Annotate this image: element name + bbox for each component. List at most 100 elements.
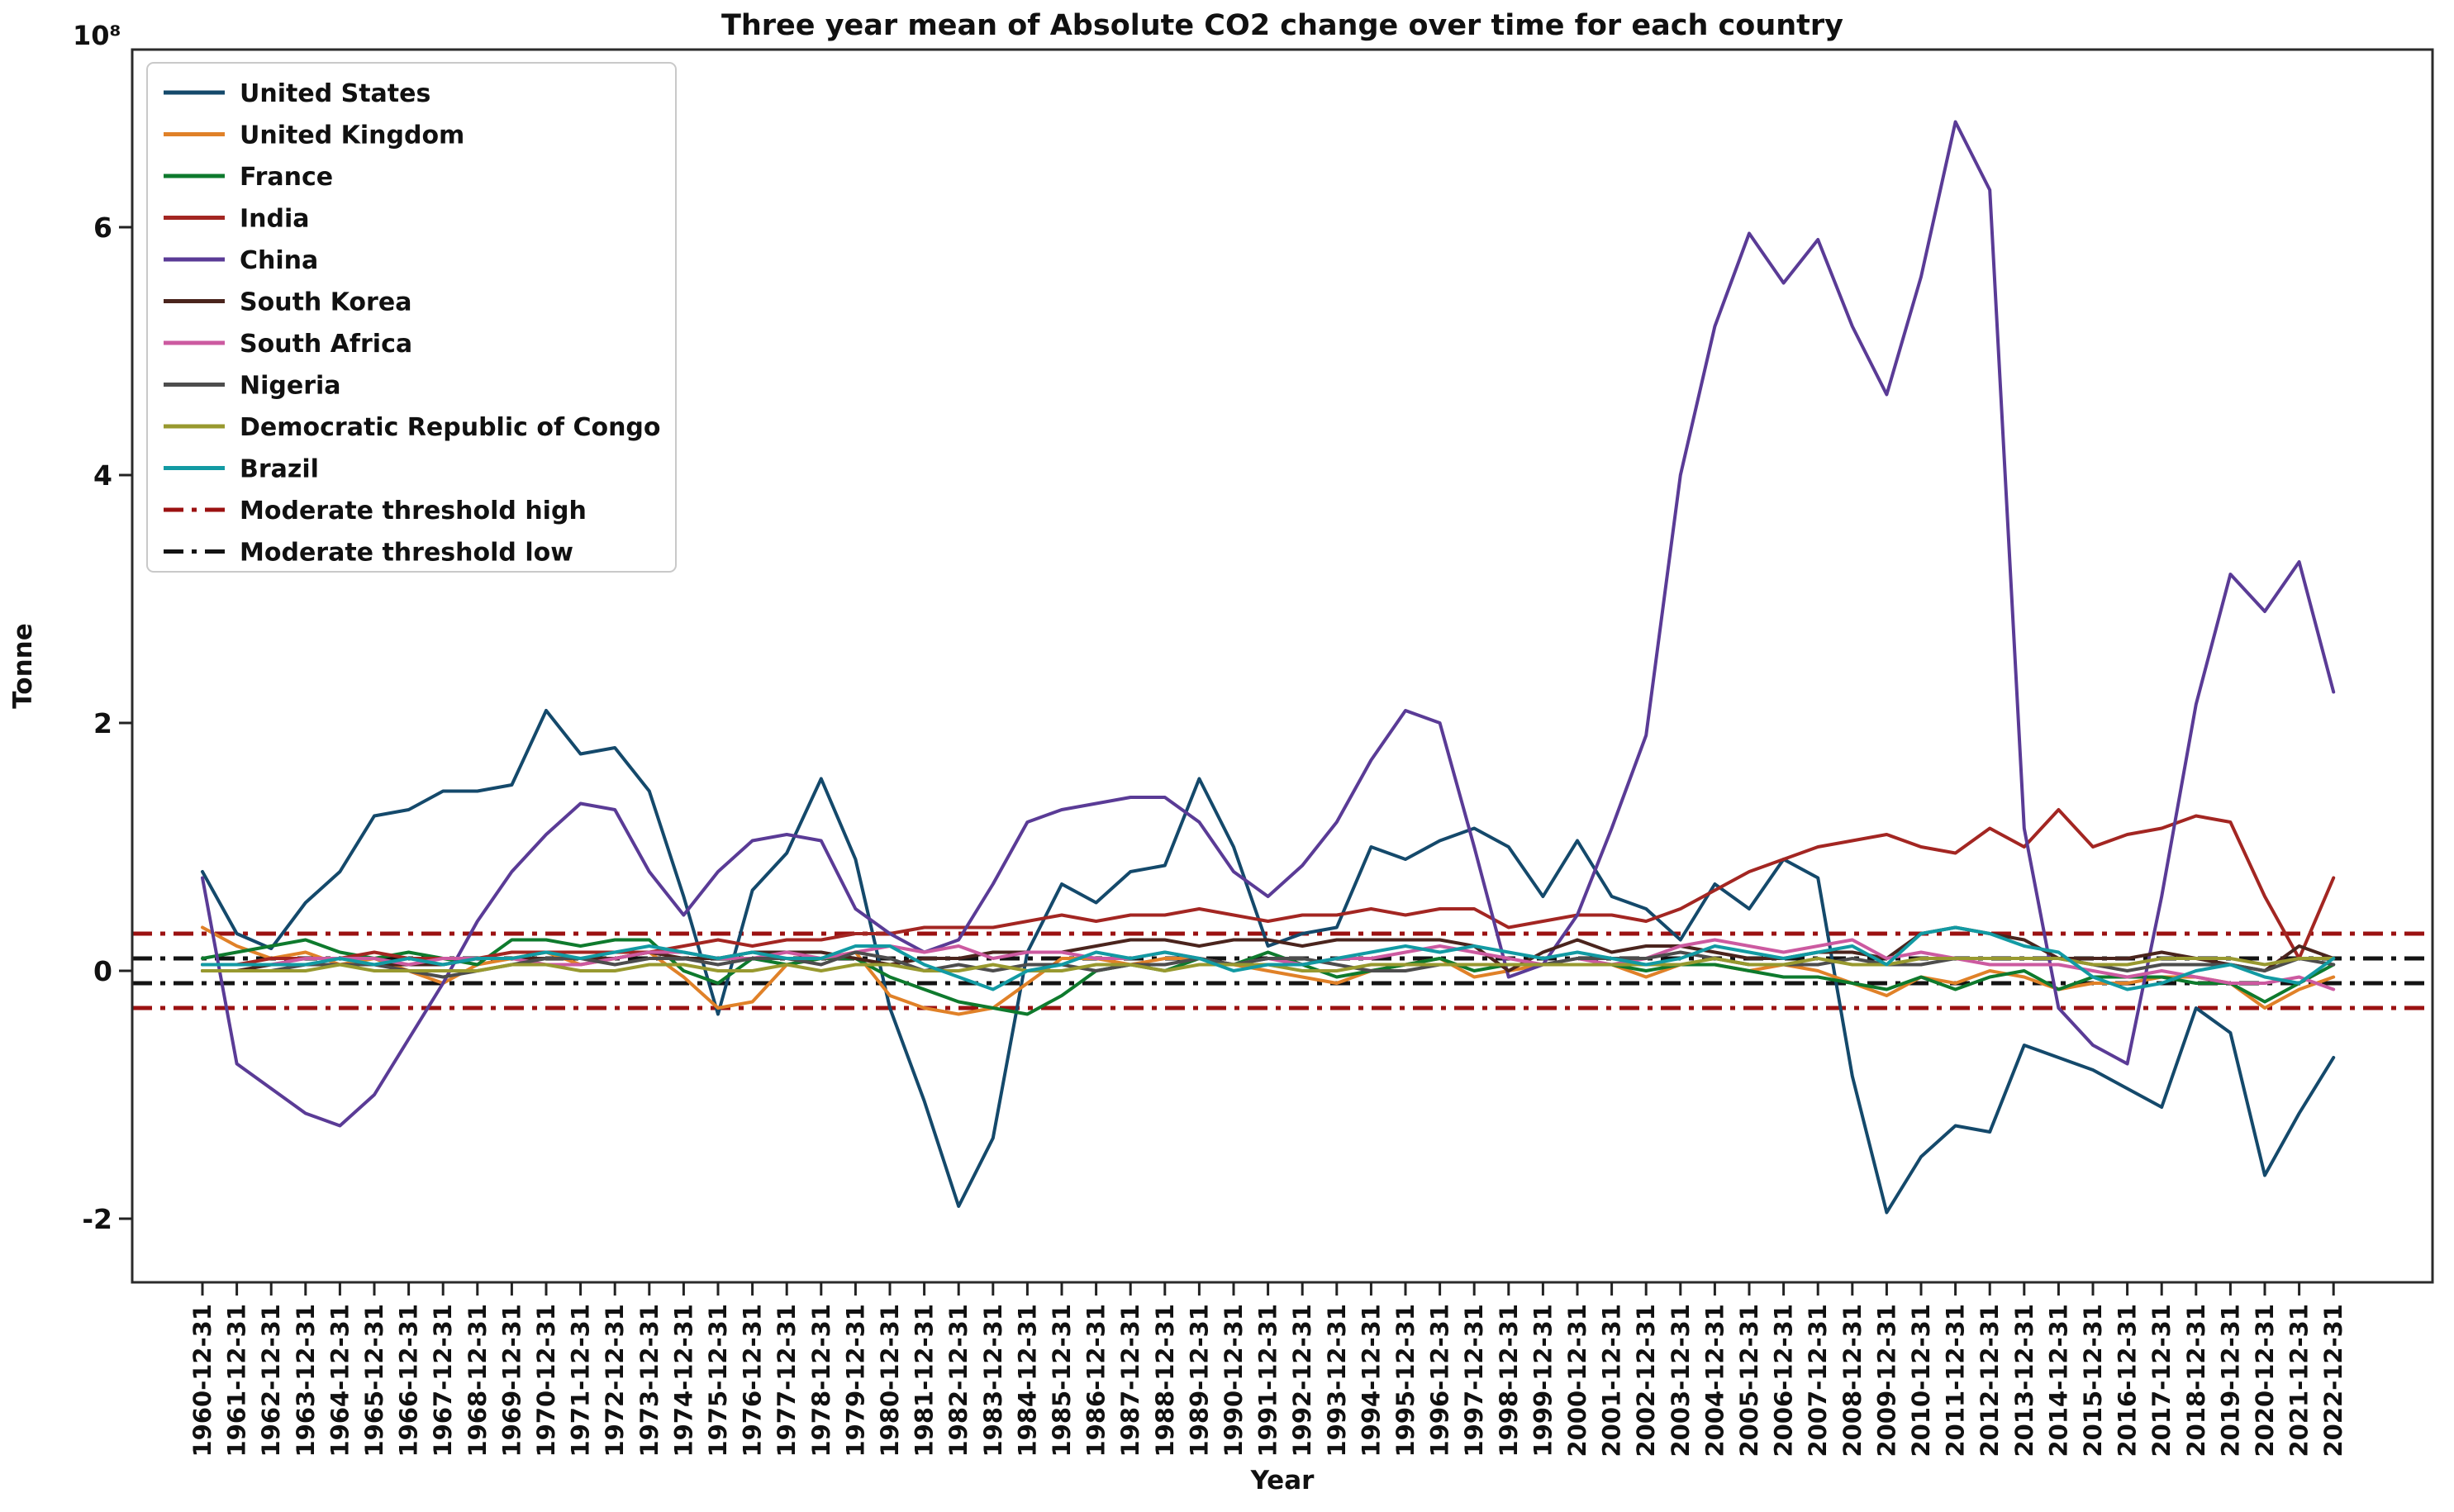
x-tick-label: 1984-12-31 <box>1013 1304 1041 1457</box>
x-tick-label: 1981-12-31 <box>911 1304 939 1457</box>
x-tick-label: 2021-12-31 <box>2285 1304 2314 1457</box>
x-tick-label: 1979-12-31 <box>841 1304 869 1457</box>
x-tick-label: 1971-12-31 <box>567 1304 595 1457</box>
x-tick-label: 2014-12-31 <box>2044 1304 2072 1457</box>
legend-label: United States <box>240 79 430 108</box>
legend-label: Moderate threshold high <box>240 497 587 525</box>
x-tick-label: 1989-12-31 <box>1185 1304 1213 1457</box>
x-tick-label: 2017-12-31 <box>2147 1304 2176 1457</box>
x-tick-label: 2008-12-31 <box>1838 1304 1867 1457</box>
x-tick-label: 2016-12-31 <box>2114 1304 2142 1457</box>
x-tick-label: 2009-12-31 <box>1872 1304 1900 1457</box>
legend: United States United Kingdom France India Ch… <box>146 62 677 573</box>
x-tick-label: 2003-12-31 <box>1667 1304 1695 1457</box>
x-tick-label: 2019-12-31 <box>2216 1304 2244 1457</box>
legend-item-france: France <box>164 163 333 192</box>
x-tick-label: 1977-12-31 <box>773 1304 801 1457</box>
x-tick-label: 2000-12-31 <box>1563 1304 1591 1457</box>
x-tick-label: 1974-12-31 <box>669 1304 697 1457</box>
y-tick-label: 0 <box>93 955 112 987</box>
x-tick-label: 1975-12-31 <box>704 1304 732 1457</box>
x-tick-label: 2020-12-31 <box>2251 1304 2279 1457</box>
x-tick-label: 1980-12-31 <box>876 1304 904 1457</box>
x-tick-label: 1999-12-31 <box>1529 1304 1557 1457</box>
x-tick-label: 1997-12-31 <box>1460 1304 1488 1457</box>
x-tick-label: 1982-12-31 <box>944 1304 973 1457</box>
x-tick-label: 2007-12-31 <box>1804 1304 1832 1457</box>
x-tick-label: 1973-12-31 <box>635 1304 663 1457</box>
x-tick-label: 1987-12-31 <box>1116 1304 1144 1457</box>
x-tick-label: 2005-12-31 <box>1735 1304 1763 1457</box>
y-tick-label: 6 <box>93 212 112 244</box>
legend-label: China <box>240 246 318 275</box>
x-tick-label: 2018-12-31 <box>2182 1304 2210 1457</box>
x-tick-label: 1991-12-31 <box>1254 1304 1282 1457</box>
x-tick-label: 1967-12-31 <box>429 1304 457 1457</box>
y-tick-label: 4 <box>93 459 112 492</box>
chart-title: Three year mean of Absolute CO2 change o… <box>721 9 1843 42</box>
legend-box <box>146 62 677 573</box>
x-tick-label: 2022-12-31 <box>2319 1304 2347 1457</box>
series-line-france <box>201 938 2336 1016</box>
x-tick-label: 2015-12-31 <box>2079 1304 2107 1457</box>
x-tick-label: 2002-12-31 <box>1632 1304 1660 1457</box>
legend-label: Moderate threshold low <box>240 539 573 568</box>
x-tick-label: 1963-12-31 <box>292 1304 320 1457</box>
series-line-india <box>201 808 2336 967</box>
y-tick-label: 2 <box>93 707 112 739</box>
legend-item-nigeria: Nigeria <box>164 372 341 401</box>
x-tick-label: 1988-12-31 <box>1151 1304 1179 1457</box>
legend-item-united-states: United States <box>164 79 430 108</box>
x-tick-label: 1993-12-31 <box>1323 1304 1351 1457</box>
x-tick-label: 1990-12-31 <box>1220 1304 1248 1457</box>
legend-item-moderate-threshold-low: Moderate threshold low <box>164 539 573 568</box>
x-tick-label: 1992-12-31 <box>1288 1304 1316 1457</box>
y-tick-label: -2 <box>82 1203 112 1235</box>
series-line-united-states <box>201 709 2336 1215</box>
x-tick-label: 2004-12-31 <box>1700 1304 1729 1457</box>
legend-item-india: India <box>164 205 310 234</box>
legend-label: South Korea <box>240 288 411 317</box>
x-tick-label: 1966-12-31 <box>395 1304 423 1457</box>
legend-label: France <box>240 163 333 192</box>
x-tick-label: 1968-12-31 <box>464 1304 492 1457</box>
legend-item-china: China <box>164 246 318 275</box>
legend-item-democratic-republic-of-congo: Democratic Republic of Congo <box>164 413 661 442</box>
y-axis-offset-text: 10⁸ <box>73 20 121 51</box>
legend-item-south-korea: South Korea <box>164 288 411 317</box>
legend-label: Brazil <box>240 455 319 484</box>
x-tick-label: 1983-12-31 <box>979 1304 1007 1457</box>
x-tick-label: 1961-12-31 <box>223 1304 251 1457</box>
series-line-china <box>201 120 2336 1128</box>
x-tick-label: 2001-12-31 <box>1598 1304 1626 1457</box>
x-tick-label: 2010-12-31 <box>1907 1304 1935 1457</box>
x-tick-label: 1998-12-31 <box>1495 1304 1523 1457</box>
series-line-brazil <box>201 925 2336 991</box>
legend-label: Nigeria <box>240 372 341 401</box>
legend-item-brazil: Brazil <box>164 455 319 484</box>
legend-label: South Africa <box>240 330 412 359</box>
x-tick-label: 2011-12-31 <box>1942 1304 1970 1457</box>
legend-label: Democratic Republic of Congo <box>240 413 661 442</box>
x-tick-label: 1970-12-31 <box>532 1304 560 1457</box>
x-tick-label: 1995-12-31 <box>1391 1304 1420 1457</box>
x-tick-label: 1986-12-31 <box>1082 1304 1110 1457</box>
x-tick-label: 1969-12-31 <box>497 1304 526 1457</box>
x-tick-label: 1962-12-31 <box>257 1304 285 1457</box>
x-tick-label: 1965-12-31 <box>360 1304 388 1457</box>
x-tick-label: 1972-12-31 <box>601 1304 629 1457</box>
x-tick-label: 1960-12-31 <box>188 1304 216 1457</box>
legend-item-united-kingdom: United Kingdom <box>164 121 464 150</box>
series-line-united-kingdom <box>201 925 2336 1016</box>
x-tick-label: 1985-12-31 <box>1048 1304 1076 1457</box>
x-axis-label: Year <box>1250 1466 1315 1495</box>
legend-item-moderate-threshold-high: Moderate threshold high <box>164 497 587 525</box>
x-tick-label: 2013-12-31 <box>2010 1304 2038 1457</box>
legend-label: India <box>240 205 310 234</box>
x-tick-label: 2012-12-31 <box>1976 1304 2004 1457</box>
x-tick-label: 1978-12-31 <box>807 1304 835 1457</box>
legend-item-south-africa: South Africa <box>164 330 412 359</box>
x-tick-label: 1994-12-31 <box>1357 1304 1385 1457</box>
